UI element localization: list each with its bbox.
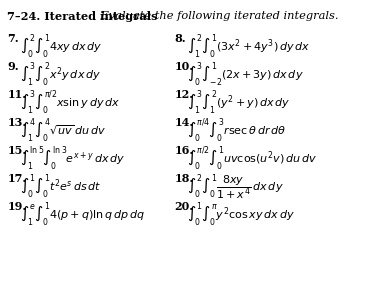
Text: $\int_0^3\int_{-2}^1 (2x + 3y)\, dx\, dy$: $\int_0^3\int_{-2}^1 (2x + 3y)\, dx\, dy… xyxy=(188,61,304,89)
Text: 15.: 15. xyxy=(7,145,27,156)
Text: $\int_1^{\ln 5}\int_0^{\ln 3} e^{x+y}\, dx\, dy$: $\int_1^{\ln 5}\int_0^{\ln 3} e^{x+y}\, … xyxy=(20,145,125,173)
Text: 11.: 11. xyxy=(7,89,26,100)
Text: 9.: 9. xyxy=(7,61,19,72)
Text: $\int_0^1\int_0^1 t^2 e^{s}\, ds\, dt$: $\int_0^1\int_0^1 t^2 e^{s}\, ds\, dt$ xyxy=(20,173,102,201)
Text: $\int_1^2\int_0^1 (3x^2 + 4y^3)\, dy\, dx$: $\int_1^2\int_0^1 (3x^2 + 4y^3)\, dy\, d… xyxy=(188,33,311,61)
Text: 7–24. Iterated integrals: 7–24. Iterated integrals xyxy=(7,11,158,22)
Text: 17.: 17. xyxy=(7,173,27,184)
Text: 16.: 16. xyxy=(175,145,194,156)
Text: 14.: 14. xyxy=(175,117,194,128)
Text: $\int_1^3\int_1^2 (y^2 + y)\, dx\, dy$: $\int_1^3\int_1^2 (y^2 + y)\, dx\, dy$ xyxy=(188,89,291,117)
Text: 8.: 8. xyxy=(175,33,186,44)
Text: 7.: 7. xyxy=(7,33,19,44)
Text: $\int_1^e\int_0^1 4(p+q)\ln q\, dp\, dq$: $\int_1^e\int_0^1 4(p+q)\ln q\, dp\, dq$ xyxy=(20,201,145,229)
Text: $\int_1^3\int_0^{\pi/2} x\sin y\, dy\, dx$: $\int_1^3\int_0^{\pi/2} x\sin y\, dy\, d… xyxy=(20,89,120,117)
Text: 18.: 18. xyxy=(175,173,194,184)
Text: $\int_1^4\int_0^4 \sqrt{uv}\, du\, dv$: $\int_1^4\int_0^4 \sqrt{uv}\, du\, dv$ xyxy=(20,117,106,145)
Text: 12.: 12. xyxy=(175,89,194,100)
Text: 10.: 10. xyxy=(175,61,194,72)
Text: 19.: 19. xyxy=(7,201,27,212)
Text: $\int_0^{\pi/2}\int_0^1 uv\cos(u^2v)\, du\, dv$: $\int_0^{\pi/2}\int_0^1 uv\cos(u^2v)\, d… xyxy=(188,145,318,173)
Text: 20.: 20. xyxy=(175,201,194,212)
Text: $\int_0^2\int_0^1 \dfrac{8xy}{1+x^4}\, dx\, dy$: $\int_0^2\int_0^1 \dfrac{8xy}{1+x^4}\, d… xyxy=(188,173,284,203)
Text: $\int_0^{\pi/4}\int_0^3 r\sec\theta\, dr\, d\theta$: $\int_0^{\pi/4}\int_0^3 r\sec\theta\, dr… xyxy=(188,117,287,145)
Text: 13.: 13. xyxy=(7,117,27,128)
Text: $\int_1^3\int_0^2 x^2y\, dx\, dy$: $\int_1^3\int_0^2 x^2y\, dx\, dy$ xyxy=(20,61,101,89)
Text: Evaluate the following iterated integrals.: Evaluate the following iterated integral… xyxy=(98,11,339,21)
Text: $\int_0^1\int_0^{\pi} y^2\cos xy\, dx\, dy$: $\int_0^1\int_0^{\pi} y^2\cos xy\, dx\, … xyxy=(188,201,296,229)
Text: $\int_0^2\int_0^1 4xy\, dx\, dy$: $\int_0^2\int_0^1 4xy\, dx\, dy$ xyxy=(20,33,102,61)
